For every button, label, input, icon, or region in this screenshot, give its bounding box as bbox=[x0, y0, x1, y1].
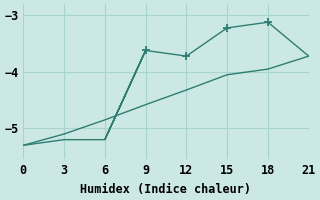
X-axis label: Humidex (Indice chaleur): Humidex (Indice chaleur) bbox=[81, 183, 252, 196]
